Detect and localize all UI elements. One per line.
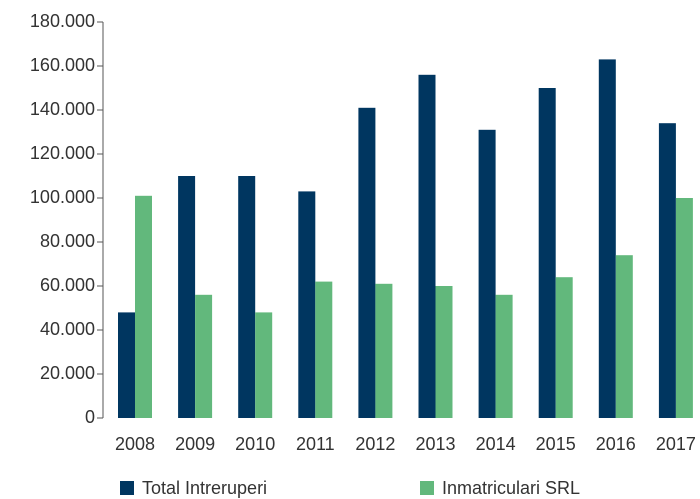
bar [478, 129, 496, 419]
bar [375, 283, 393, 418]
y-tick-label: 160.000 [30, 55, 95, 75]
bar [118, 312, 135, 418]
bar [315, 281, 333, 418]
x-tick-label: 2009 [175, 434, 215, 454]
bar [418, 74, 436, 419]
bar [555, 277, 573, 418]
bar [195, 294, 213, 418]
x-tick-label: 2013 [415, 434, 455, 454]
x-tick-label: 2014 [476, 434, 516, 454]
legend-swatch [420, 481, 434, 495]
x-tick-label: 2011 [296, 434, 335, 454]
x-tick-label: 2017 [656, 434, 696, 454]
bar [358, 107, 376, 419]
bar [298, 191, 316, 418]
legend-label: Total Intreruperi [142, 478, 267, 498]
bar [255, 312, 273, 418]
x-tick-label: 2008 [115, 434, 155, 454]
bar [495, 294, 513, 418]
legend-label: Inmatriculari SRL [442, 478, 580, 498]
bar [675, 198, 693, 418]
y-tick-label: 100.000 [30, 187, 95, 207]
x-tick-label: 2012 [355, 434, 395, 454]
bar [178, 176, 196, 418]
y-tick-label: 20.000 [40, 363, 95, 383]
y-tick-label: 60.000 [40, 275, 95, 295]
bar [598, 59, 616, 419]
bar [435, 286, 453, 418]
y-tick-label: 80.000 [40, 231, 95, 251]
y-tick-label: 40.000 [40, 319, 95, 339]
bar [238, 176, 256, 418]
bar [135, 195, 152, 418]
y-tick-label: 140.000 [30, 99, 95, 119]
y-tick-label: 180.000 [30, 11, 95, 31]
y-tick-label: 120.000 [30, 143, 95, 163]
y-tick-label: 0 [85, 407, 95, 427]
bar [658, 123, 676, 418]
bar [615, 255, 633, 418]
x-tick-label: 2015 [536, 434, 576, 454]
x-tick-label: 2010 [235, 434, 275, 454]
x-tick-label: 2016 [596, 434, 636, 454]
legend-swatch [120, 481, 134, 495]
bar [538, 88, 556, 418]
